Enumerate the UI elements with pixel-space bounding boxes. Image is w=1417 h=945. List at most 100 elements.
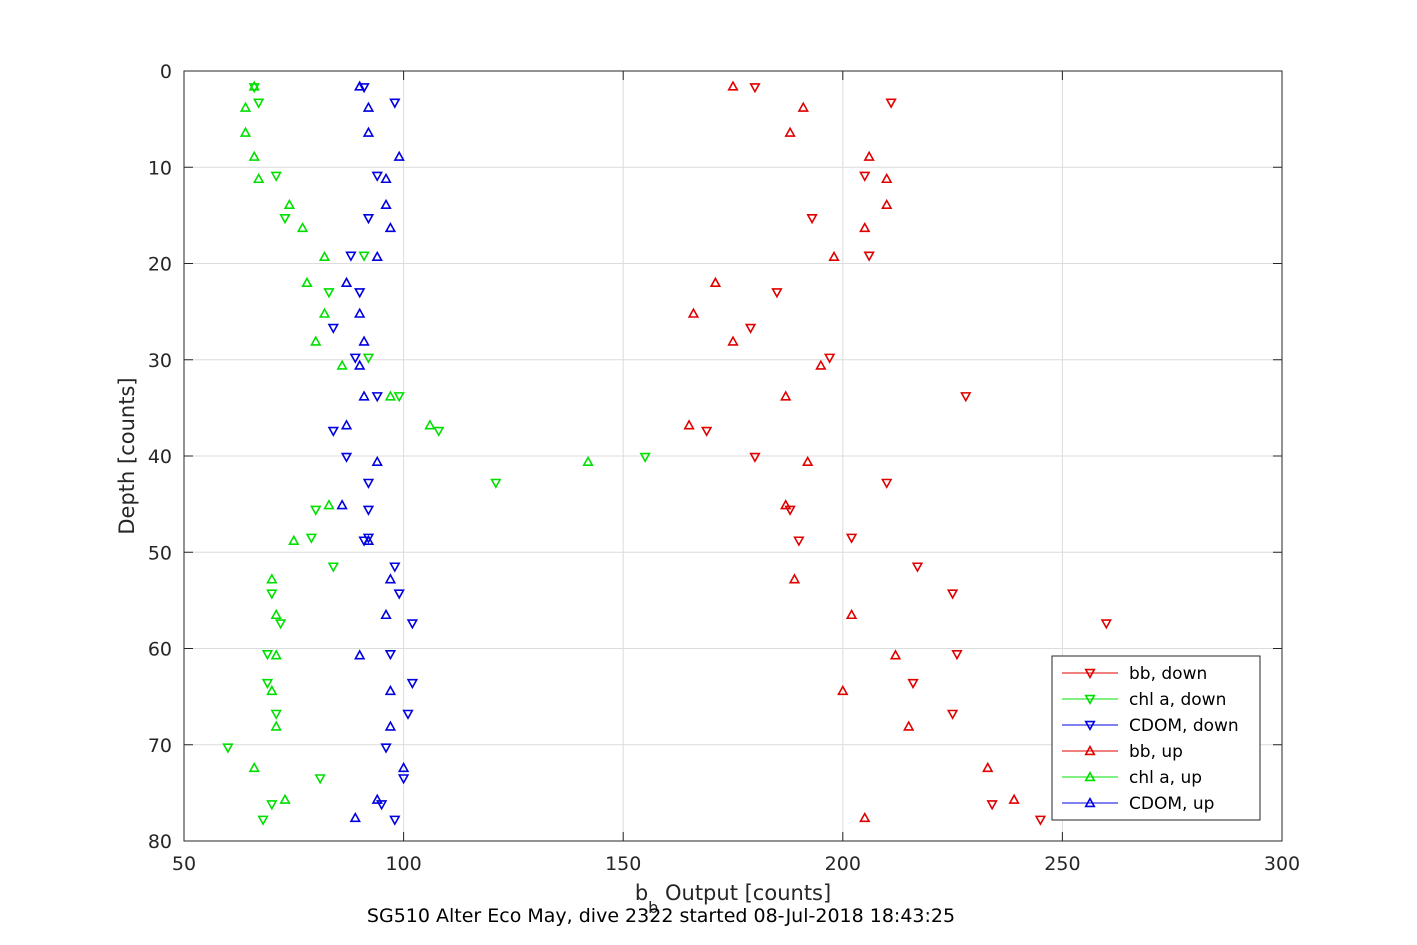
data-point bbox=[314, 774, 326, 785]
figure-caption: SG510 Alter Eco May, dive 2322 started 0… bbox=[367, 905, 955, 927]
x-tick-label: 200 bbox=[825, 853, 861, 875]
legend-entry: CDOM, down bbox=[1129, 716, 1239, 736]
data-point bbox=[384, 650, 397, 661]
y-tick-label: 10 bbox=[148, 157, 172, 179]
data-point bbox=[270, 709, 282, 720]
data-point bbox=[323, 499, 335, 510]
data-point bbox=[248, 761, 260, 773]
data-point bbox=[806, 214, 818, 225]
x-axis-label: bb Output [counts] bbox=[635, 881, 831, 917]
data-point bbox=[266, 684, 278, 696]
data-point bbox=[336, 499, 348, 510]
data-point bbox=[859, 171, 871, 182]
data-point bbox=[349, 353, 361, 364]
data-point bbox=[371, 171, 383, 182]
data-point bbox=[288, 534, 300, 545]
data-point bbox=[345, 251, 357, 262]
data-point bbox=[406, 678, 419, 690]
data-point bbox=[340, 419, 353, 430]
data-point bbox=[261, 650, 274, 661]
legend-entry: chl a, down bbox=[1129, 690, 1226, 710]
x-axis-label-rest: Output [counts] bbox=[658, 881, 831, 905]
data-point bbox=[354, 307, 366, 318]
data-point bbox=[323, 288, 335, 299]
data-point bbox=[380, 198, 392, 210]
y-axis-label: Depth [counts] bbox=[115, 377, 139, 534]
data-point bbox=[815, 359, 827, 370]
data-point bbox=[1034, 815, 1047, 826]
data-point bbox=[828, 250, 840, 262]
legend-marker bbox=[1084, 771, 1096, 782]
data-points bbox=[222, 80, 1112, 826]
data-point bbox=[744, 323, 757, 334]
data-point bbox=[749, 83, 761, 94]
data-point bbox=[349, 811, 361, 823]
data-point bbox=[362, 126, 375, 137]
data-point bbox=[358, 335, 370, 346]
data-point bbox=[270, 720, 282, 731]
data-point bbox=[270, 608, 282, 620]
y-tick-label: 50 bbox=[148, 542, 172, 564]
data-point bbox=[393, 589, 405, 600]
data-point bbox=[266, 573, 278, 584]
data-point bbox=[375, 800, 388, 811]
data-point bbox=[310, 335, 322, 346]
y-tick-label: 0 bbox=[160, 61, 172, 83]
data-point bbox=[327, 323, 339, 334]
y-tick-label: 20 bbox=[148, 254, 172, 276]
data-point bbox=[863, 251, 875, 262]
data-point bbox=[683, 419, 695, 430]
data-point bbox=[1008, 793, 1020, 804]
data-point bbox=[771, 288, 783, 299]
data-point bbox=[384, 573, 397, 584]
data-point bbox=[270, 171, 282, 182]
data-point bbox=[780, 390, 792, 401]
data-point bbox=[903, 720, 915, 731]
data-point bbox=[336, 359, 348, 370]
x-axis-label-main: b bbox=[635, 881, 648, 905]
legend-marker bbox=[1084, 720, 1096, 731]
data-point bbox=[793, 536, 805, 547]
data-point bbox=[687, 307, 700, 318]
axis-ticks: 50 100 150 200 250 300 0 10 20 30 40 50 60 70 80 bbox=[148, 61, 1300, 875]
data-point bbox=[283, 198, 296, 210]
data-point bbox=[340, 276, 353, 287]
data-point bbox=[881, 198, 893, 210]
data-point bbox=[296, 221, 309, 233]
data-point bbox=[354, 288, 366, 299]
data-point bbox=[354, 359, 366, 370]
data-point bbox=[863, 150, 875, 161]
data-point bbox=[362, 533, 375, 544]
data-point bbox=[784, 505, 796, 516]
data-point bbox=[248, 83, 260, 94]
data-point bbox=[823, 353, 836, 364]
data-point bbox=[266, 800, 278, 811]
data-point bbox=[362, 505, 375, 516]
data-point bbox=[960, 392, 972, 403]
data-point bbox=[253, 98, 265, 109]
data-point bbox=[327, 562, 339, 573]
data-point bbox=[362, 214, 375, 225]
x-tick-label: 300 bbox=[1264, 853, 1300, 875]
data-point bbox=[362, 353, 375, 364]
data-point bbox=[384, 684, 397, 696]
data-point bbox=[362, 101, 375, 112]
data-point bbox=[881, 478, 893, 489]
data-point bbox=[889, 649, 902, 660]
data-point bbox=[393, 392, 405, 403]
data-point bbox=[946, 709, 959, 720]
data-point bbox=[266, 589, 278, 600]
legend-box bbox=[1051, 655, 1261, 821]
data-point bbox=[384, 390, 397, 401]
data-point bbox=[253, 172, 265, 184]
data-point bbox=[951, 650, 963, 661]
legend-entry: bb, up bbox=[1129, 742, 1183, 762]
data-point bbox=[305, 533, 318, 544]
data-point bbox=[837, 684, 849, 696]
data-point bbox=[239, 126, 252, 137]
data-point bbox=[402, 709, 414, 720]
data-point bbox=[797, 101, 809, 112]
data-point bbox=[727, 80, 739, 91]
data-point bbox=[371, 250, 383, 262]
